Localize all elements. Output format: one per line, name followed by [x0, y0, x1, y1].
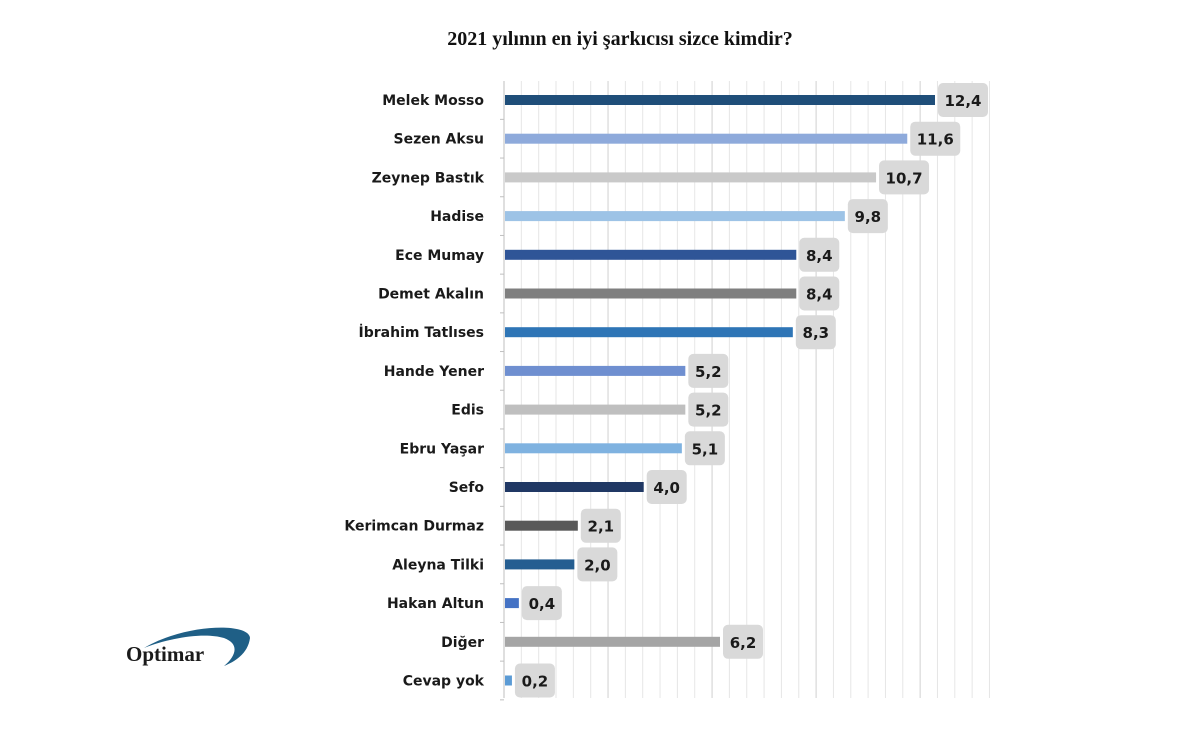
data-label: 8,3 [803, 324, 830, 342]
data-label-box [684, 431, 725, 466]
bar [505, 288, 797, 299]
data-label-box [688, 353, 729, 388]
data-label-box [799, 237, 840, 272]
chart-title: 2021 yılının en iyi şarkıcısı sizce kimd… [447, 28, 793, 50]
bar [505, 482, 644, 492]
data-label: 8,4 [806, 286, 833, 304]
bar [505, 443, 682, 454]
data-label-box [795, 315, 836, 350]
bar [505, 675, 512, 686]
data-label: 2,0 [584, 556, 611, 574]
data-label: 2,1 [588, 518, 615, 536]
bar [505, 404, 686, 415]
data-label: 0,2 [522, 673, 549, 691]
bar [505, 636, 720, 647]
data-label: 5,1 [692, 440, 719, 458]
data-label-box [521, 586, 562, 621]
bar [505, 172, 877, 183]
data-label-box [580, 508, 621, 543]
category-label: Zeynep Bastık [372, 170, 485, 186]
data-label: 11,6 [917, 131, 954, 149]
bar [505, 598, 519, 609]
data-label: 9,8 [855, 208, 882, 226]
data-label-box [688, 392, 729, 427]
category-label: Diğer [441, 635, 484, 651]
bar [505, 249, 797, 260]
data-label: 6,2 [730, 634, 757, 652]
bar [505, 365, 686, 376]
data-label: 8,4 [806, 247, 833, 265]
category-label: Melek Mosso [382, 93, 484, 109]
data-label-box [723, 624, 763, 659]
data-label-box [847, 199, 888, 234]
data-label-box [577, 547, 618, 582]
data-label: 5,2 [695, 363, 722, 381]
category-label: Ece Mumay [395, 248, 484, 264]
data-label-box [646, 470, 687, 504]
data-label: 10,7 [886, 169, 923, 187]
category-label: Hakan Altun [387, 596, 484, 612]
data-label-box [514, 663, 555, 698]
bar [505, 559, 575, 570]
category-label: İbrahim Tatlıses [359, 324, 484, 341]
bar [505, 95, 935, 105]
category-label: Demet Akalın [378, 287, 484, 303]
category-label: Sezen Aksu [393, 132, 484, 148]
bar [505, 327, 793, 338]
category-label: Edis [451, 403, 484, 419]
bar [505, 520, 578, 531]
category-label: Kerimcan Durmaz [344, 519, 484, 535]
bar [505, 211, 845, 222]
category-label: Aleyna Tilki [392, 557, 484, 573]
category-label: Hande Yener [384, 364, 484, 380]
category-label: Sefo [449, 480, 485, 496]
data-label: 12,4 [944, 92, 981, 110]
bar [505, 133, 908, 144]
data-label-box [910, 121, 961, 156]
optimar-logo: Optimar [124, 626, 254, 676]
data-label-box [799, 276, 840, 311]
logo-text: Optimar [126, 642, 205, 666]
data-label: 5,2 [695, 402, 722, 420]
logo-swoosh-icon [144, 627, 250, 666]
category-label: Cevap yok [403, 674, 485, 690]
data-label: 0,4 [529, 595, 556, 613]
data-label-box [938, 83, 988, 117]
data-label-box [879, 160, 930, 195]
category-label: Hadise [430, 209, 484, 225]
category-label: Ebru Yaşar [400, 441, 484, 457]
data-label: 4,0 [653, 479, 680, 497]
